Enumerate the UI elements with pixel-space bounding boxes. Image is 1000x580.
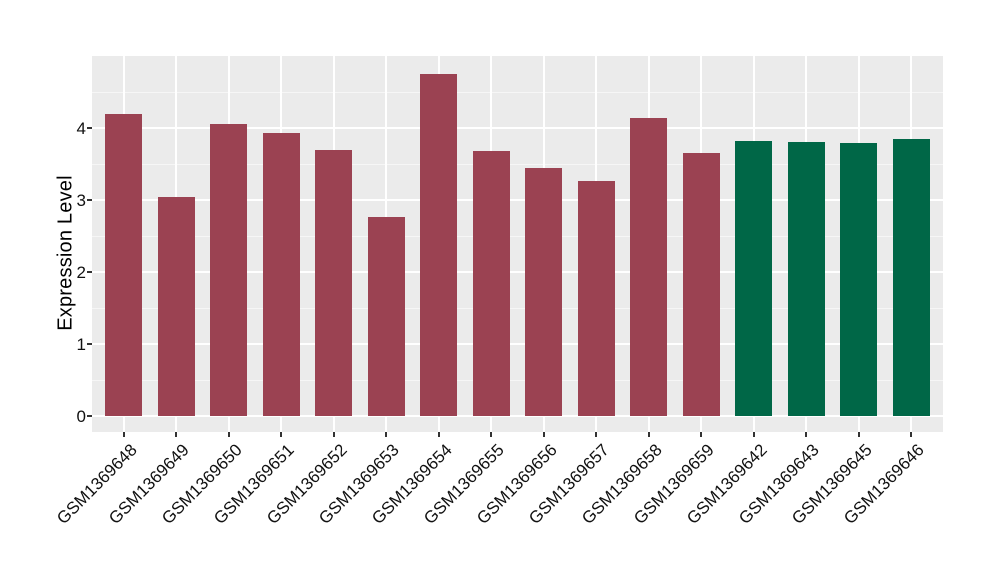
bar-GSM1369650 bbox=[210, 123, 248, 416]
bar-GSM1369649 bbox=[157, 197, 195, 416]
gridline-minor-y bbox=[92, 92, 943, 94]
x-tick-mark bbox=[332, 432, 335, 437]
bar-GSM1369654 bbox=[420, 74, 458, 416]
bar-GSM1369646 bbox=[892, 138, 930, 416]
y-tick-mark bbox=[87, 199, 92, 201]
gridline-minor-y bbox=[92, 379, 943, 381]
x-tick-mark bbox=[805, 432, 808, 437]
y-tick-mark bbox=[87, 342, 92, 345]
bar-GSM1369642 bbox=[735, 141, 773, 416]
gridline-major-y bbox=[92, 270, 943, 273]
bar-GSM1369653 bbox=[367, 217, 405, 416]
plot-panel bbox=[92, 56, 943, 432]
x-tick-mark bbox=[542, 432, 545, 437]
bar-GSM1369656 bbox=[525, 168, 563, 416]
gridline-major-y bbox=[92, 342, 943, 345]
x-tick-mark bbox=[437, 432, 440, 437]
x-tick-mark bbox=[227, 432, 230, 437]
gridline-minor-y bbox=[92, 164, 943, 166]
x-tick-mark bbox=[910, 432, 913, 437]
x-tick-mark bbox=[752, 432, 755, 437]
y-tick-label: 1 bbox=[76, 334, 86, 354]
x-tick-mark bbox=[175, 432, 178, 437]
gridline-major-y bbox=[92, 199, 943, 201]
x-tick-mark bbox=[700, 432, 703, 437]
gridline-major-y bbox=[92, 127, 943, 130]
y-tick-mark bbox=[87, 414, 92, 417]
gridline-minor-y bbox=[92, 307, 943, 309]
gridline-minor-y bbox=[92, 235, 943, 237]
bar-GSM1369659 bbox=[682, 152, 720, 416]
y-tick-label: 2 bbox=[76, 262, 86, 282]
bar-GSM1369657 bbox=[577, 180, 615, 416]
x-tick-mark bbox=[280, 432, 283, 437]
bar-GSM1369658 bbox=[630, 118, 668, 416]
y-tick-label: 4 bbox=[76, 119, 86, 139]
gridline-major-y bbox=[92, 414, 943, 417]
y-tick-mark bbox=[87, 270, 92, 273]
bar-GSM1369645 bbox=[840, 143, 878, 416]
bar-GSM1369643 bbox=[787, 142, 825, 416]
y-tick-label: 3 bbox=[76, 191, 86, 210]
x-tick-mark bbox=[385, 432, 388, 437]
bar-GSM1369655 bbox=[472, 151, 510, 416]
x-tick-mark bbox=[595, 432, 598, 437]
x-tick-mark bbox=[122, 432, 125, 437]
bar-GSM1369648 bbox=[105, 114, 143, 416]
y-tick-label: 0 bbox=[76, 406, 86, 426]
bar-GSM1369652 bbox=[315, 149, 353, 416]
y-tick-mark bbox=[87, 127, 92, 130]
x-tick-mark bbox=[647, 432, 650, 437]
x-tick-mark bbox=[490, 432, 493, 437]
x-tick-mark bbox=[857, 432, 860, 437]
bar-GSM1369651 bbox=[262, 133, 300, 416]
